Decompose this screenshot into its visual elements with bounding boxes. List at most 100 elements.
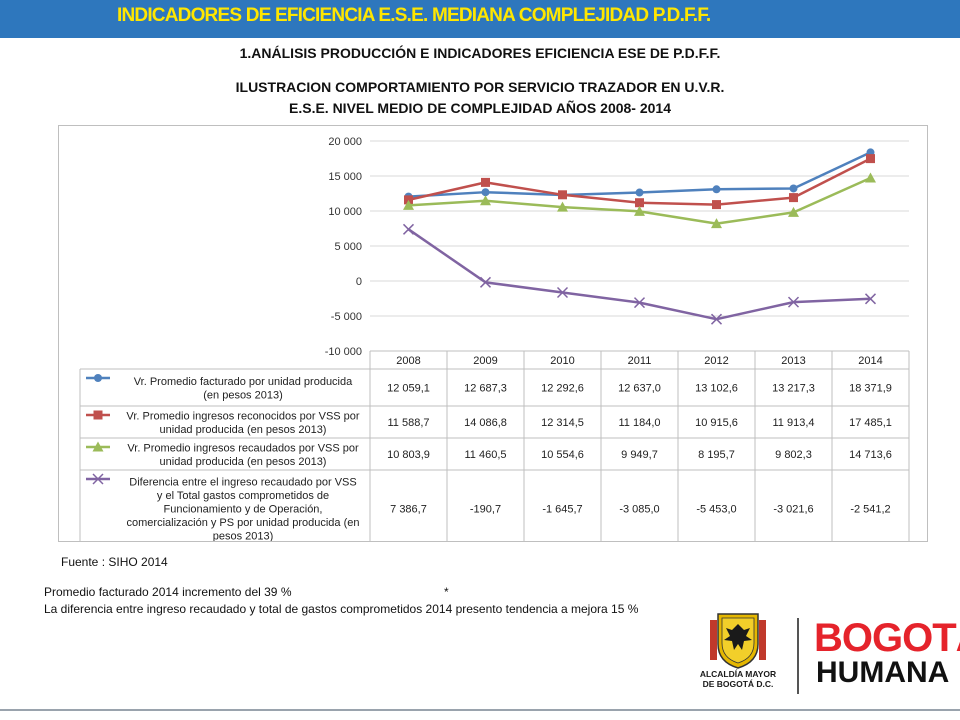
data-table-value: -3 085,0 <box>619 504 659 516</box>
data-point <box>635 188 644 197</box>
crest-label: ALCALDÍA MAYOR DE BOGOTÁ D.C. <box>688 669 788 689</box>
data-table-value: 12 059,1 <box>387 383 430 395</box>
legend-series-name: Diferencia entre el ingreso recaudado po… <box>129 477 356 489</box>
crest-label-line1: ALCALDÍA MAYOR <box>699 669 777 679</box>
y-tick-label: -5 000 <box>331 311 362 323</box>
data-point <box>633 297 646 309</box>
note-billing-increase: Promedio facturado 2014 incremento del 3… <box>44 585 292 599</box>
data-table-value: -1 645,7 <box>542 504 582 516</box>
data-table-value: -2 541,2 <box>850 504 890 516</box>
data-table-value: 9 949,7 <box>621 449 658 461</box>
x-category-label: 2014 <box>858 355 882 367</box>
data-point <box>787 296 800 308</box>
data-table-value: 11 588,7 <box>387 417 429 429</box>
header-bar: INDICADORES DE EFICIENCIA E.S.E. MEDIANA… <box>0 0 960 38</box>
legend-series-name: y el Total gastos comprometidos de <box>157 490 329 502</box>
legend-series-name: unidad producida (en pesos 2013) <box>160 424 327 436</box>
data-table-value: 12 292,6 <box>541 383 584 395</box>
legend-series-name: Vr. Promedio ingresos reconocidos por VS… <box>126 410 359 422</box>
data-point <box>865 172 876 183</box>
data-table-value: -3 021,6 <box>773 504 813 516</box>
data-point <box>634 205 645 216</box>
data-point <box>712 185 721 194</box>
data-table-value: -5 453,0 <box>696 504 736 516</box>
data-table-value: 10 803,9 <box>387 449 430 461</box>
logo-divider <box>797 618 799 694</box>
legend-key-marker <box>93 410 103 420</box>
chart-heading-line2: E.S.E. NIVEL MEDIO DE COMPLEJIDAD AÑOS 2… <box>289 100 671 116</box>
data-table-value: 14 713,6 <box>849 449 892 461</box>
data-point <box>789 193 798 203</box>
legend-series-name: comercialización y PS por unidad produci… <box>127 517 360 529</box>
data-point <box>480 195 491 206</box>
data-table-value: 13 217,3 <box>772 383 815 395</box>
data-point <box>479 276 492 288</box>
legend-series-name: Funcionamiento y de Operación, <box>164 504 323 516</box>
data-point <box>557 201 568 212</box>
data-table-value: 11 460,5 <box>464 449 506 461</box>
note-difference-trend: La diferencia entre ingreso recaudado y … <box>44 602 639 616</box>
x-category-label: 2009 <box>473 355 497 367</box>
data-point <box>788 206 799 217</box>
data-table-value: 8 195,7 <box>698 449 735 461</box>
data-table-value: 13 102,6 <box>695 383 738 395</box>
y-tick-label: 10 000 <box>328 206 362 218</box>
legend-key-marker <box>94 374 102 382</box>
data-table-value: 12 314,5 <box>541 417 584 429</box>
data-table-value: 17 485,1 <box>849 417 892 429</box>
data-point <box>864 293 877 305</box>
data-table-value: 11 184,0 <box>618 417 660 429</box>
data-point <box>403 199 414 210</box>
legend-series-name: pesos 2013) <box>213 531 274 542</box>
data-table-value: 18 371,9 <box>849 383 892 395</box>
data-table-value: -190,7 <box>470 504 501 516</box>
legend-series-name: Vr. Promedio ingresos recaudados por VSS… <box>127 442 359 454</box>
legend-series-name: Vr. Promedio facturado por unidad produc… <box>134 376 353 388</box>
data-point <box>481 188 490 197</box>
footer-rule <box>0 709 960 711</box>
chart-heading-line1: ILUSTRACION COMPORTAMIENTO POR SERVICIO … <box>235 79 725 95</box>
x-category-label: 2011 <box>628 355 652 367</box>
y-tick-label: -10 000 <box>325 346 362 358</box>
data-point <box>712 200 721 210</box>
data-table-value: 12 637,0 <box>618 383 661 395</box>
crest-label-line2: DE BOGOTÁ D.C. <box>702 679 774 689</box>
data-point <box>710 313 723 325</box>
data-table-value: 7 386,7 <box>390 504 427 516</box>
data-point <box>635 198 644 208</box>
section-heading: 1.ANÁLISIS PRODUCCIÓN E INDICADORES EFIC… <box>239 45 721 61</box>
data-table-value: 10 554,6 <box>541 449 584 461</box>
bogota-crest-icon <box>710 613 766 669</box>
data-point <box>481 177 490 187</box>
page-title: INDICADORES DE EFICIENCIA E.S.E. MEDIANA… <box>117 5 711 26</box>
legend-key-marker <box>92 473 104 485</box>
legend-series-name: (en pesos 2013) <box>203 389 283 401</box>
logo-area: ALCALDÍA MAYOR DE BOGOTÁ D.C. BOGOTÁ HUM… <box>688 610 960 710</box>
series-line-4 <box>407 228 871 321</box>
y-tick-label: 5 000 <box>334 241 362 253</box>
data-table-value: 11 913,4 <box>772 417 814 429</box>
x-category-label: 2012 <box>704 355 728 367</box>
data-point <box>866 154 875 164</box>
y-tick-label: 0 <box>356 276 362 288</box>
data-point <box>556 286 569 299</box>
note-asterisk: * <box>444 585 449 599</box>
y-tick-label: 15 000 <box>328 171 362 183</box>
data-table-value: 9 802,3 <box>775 449 812 461</box>
x-category-label: 2013 <box>781 355 805 367</box>
data-point <box>711 218 722 229</box>
x-category-label: 2008 <box>396 355 420 367</box>
y-tick-label: 20 000 <box>328 136 362 148</box>
x-category-label: 2010 <box>550 355 574 367</box>
legend-key-marker <box>92 441 104 452</box>
data-point <box>402 223 415 235</box>
data-table-value: 14 086,8 <box>464 417 507 429</box>
series-line-2 <box>408 157 872 206</box>
chart-frame: 20 000 15 000 10 000 5 000 0 -5 000 -10 000 200… <box>58 125 928 548</box>
data-table-value: 10 915,6 <box>695 417 738 429</box>
legend-series-name: unidad producida (en pesos 2013) <box>160 456 327 468</box>
data-table-value: 12 687,3 <box>464 383 507 395</box>
line-chart: 20 000 15 000 10 000 5 000 0 -5 000 -10 000 200… <box>79 136 910 548</box>
brand-humana: HUMANA <box>816 656 950 689</box>
data-point <box>558 190 567 200</box>
